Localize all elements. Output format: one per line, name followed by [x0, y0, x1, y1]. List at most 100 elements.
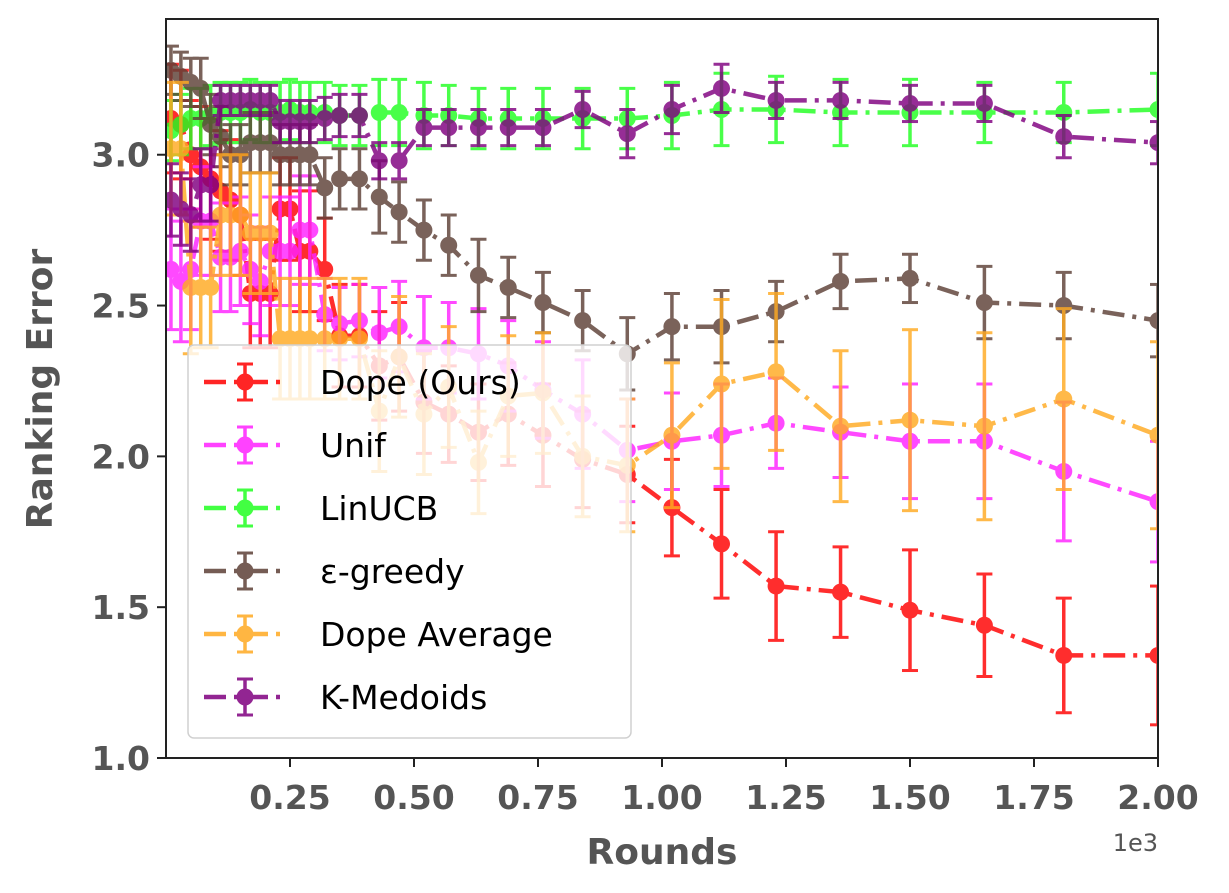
data-point	[1149, 426, 1158, 444]
data-point	[534, 294, 552, 312]
legend-entry	[204, 677, 286, 717]
data-point	[301, 146, 319, 164]
data-point	[390, 104, 408, 122]
data-point	[202, 278, 220, 296]
data-point	[713, 79, 731, 97]
data-point	[212, 128, 230, 146]
x-tick-label: 0.75	[497, 778, 578, 817]
x-axis: 0.25 0.50 0.75 1.00 1.25 1.50 1.75 2.00	[249, 758, 1199, 817]
data-point	[1149, 646, 1158, 664]
data-point	[316, 179, 334, 197]
x-tick-label: 1.00	[621, 778, 702, 817]
y-axis: 1.0 1.5 2.0 2.5 3.0	[92, 136, 166, 778]
data-point	[534, 119, 552, 137]
data-point	[192, 79, 210, 97]
data-point	[713, 375, 731, 393]
data-point	[331, 107, 349, 125]
legend-marker	[236, 436, 254, 454]
data-point	[901, 601, 919, 619]
data-point	[1149, 493, 1158, 511]
y-tick-label: 3.0	[92, 136, 150, 175]
x-tick-label: 0.50	[373, 778, 454, 817]
data-point	[832, 583, 850, 601]
legend-label: ε-greedy	[320, 552, 465, 591]
legend-label: Dope (Ours)	[320, 363, 521, 402]
data-point	[767, 91, 785, 109]
data-point	[440, 119, 458, 137]
x-tick-label: 1.25	[745, 778, 826, 817]
data-point	[1055, 390, 1073, 408]
y-tick-label: 2.5	[92, 287, 150, 326]
series-5	[166, 62, 1158, 253]
legend-label: Dope Average	[320, 615, 553, 654]
data-point	[370, 324, 388, 342]
legend-marker	[236, 373, 254, 391]
data-point	[370, 104, 388, 122]
data-point	[832, 91, 850, 109]
data-point	[901, 411, 919, 429]
data-point	[261, 134, 279, 152]
data-point	[440, 236, 458, 254]
data-point	[350, 170, 368, 188]
legend-label: K-Medoids	[320, 678, 487, 717]
data-point	[1149, 312, 1158, 330]
data-point	[1149, 100, 1158, 118]
data-point	[975, 417, 993, 435]
data-point	[281, 242, 299, 260]
data-point	[1149, 134, 1158, 152]
data-point	[316, 110, 334, 128]
data-point	[172, 140, 190, 158]
data-point	[663, 318, 681, 336]
y-axis-label: Ranking Error	[20, 249, 61, 530]
legend-entry	[204, 362, 286, 402]
data-point	[618, 125, 636, 143]
data-point	[261, 91, 279, 109]
data-point	[415, 221, 433, 239]
data-point	[390, 203, 408, 221]
data-point	[316, 330, 334, 348]
y-tick-label: 1.5	[92, 588, 150, 627]
x-axis-label: Rounds	[587, 832, 738, 873]
data-point	[350, 107, 368, 125]
data-point	[901, 269, 919, 287]
data-point	[1055, 646, 1073, 664]
data-point	[713, 535, 731, 553]
legend-entry	[204, 488, 286, 528]
data-point	[499, 119, 517, 137]
legend: Dope (Ours) Unif LinUCB ε-greedy Dope Averag…	[187, 344, 632, 739]
data-point	[350, 330, 368, 348]
data-point	[469, 119, 487, 137]
data-point	[901, 94, 919, 112]
data-point	[316, 260, 334, 278]
data-point	[202, 176, 220, 194]
data-point	[499, 278, 517, 296]
data-point	[767, 363, 785, 381]
legend-marker	[236, 562, 254, 580]
legend-entry	[204, 425, 286, 465]
data-point	[832, 272, 850, 290]
x-tick-label: 1.50	[869, 778, 950, 817]
data-point	[166, 260, 180, 278]
data-point	[469, 266, 487, 284]
legend-entry	[204, 614, 286, 654]
data-point	[301, 221, 319, 239]
data-point	[975, 94, 993, 112]
data-point	[331, 330, 349, 348]
data-point	[301, 330, 319, 348]
data-point	[261, 224, 279, 242]
data-point	[975, 616, 993, 634]
data-point	[202, 116, 220, 134]
legend-label: Unif	[320, 426, 387, 465]
data-point	[331, 170, 349, 188]
data-point	[415, 119, 433, 137]
data-point	[574, 100, 592, 118]
data-point	[301, 113, 319, 131]
data-point	[574, 312, 592, 330]
data-point	[370, 152, 388, 170]
x-axis-offset-label: 1e3	[1113, 829, 1158, 857]
data-point	[832, 417, 850, 435]
data-point	[370, 188, 388, 206]
data-point	[1055, 128, 1073, 146]
legend-label: LinUCB	[320, 489, 438, 528]
x-tick-label: 0.25	[249, 778, 330, 817]
